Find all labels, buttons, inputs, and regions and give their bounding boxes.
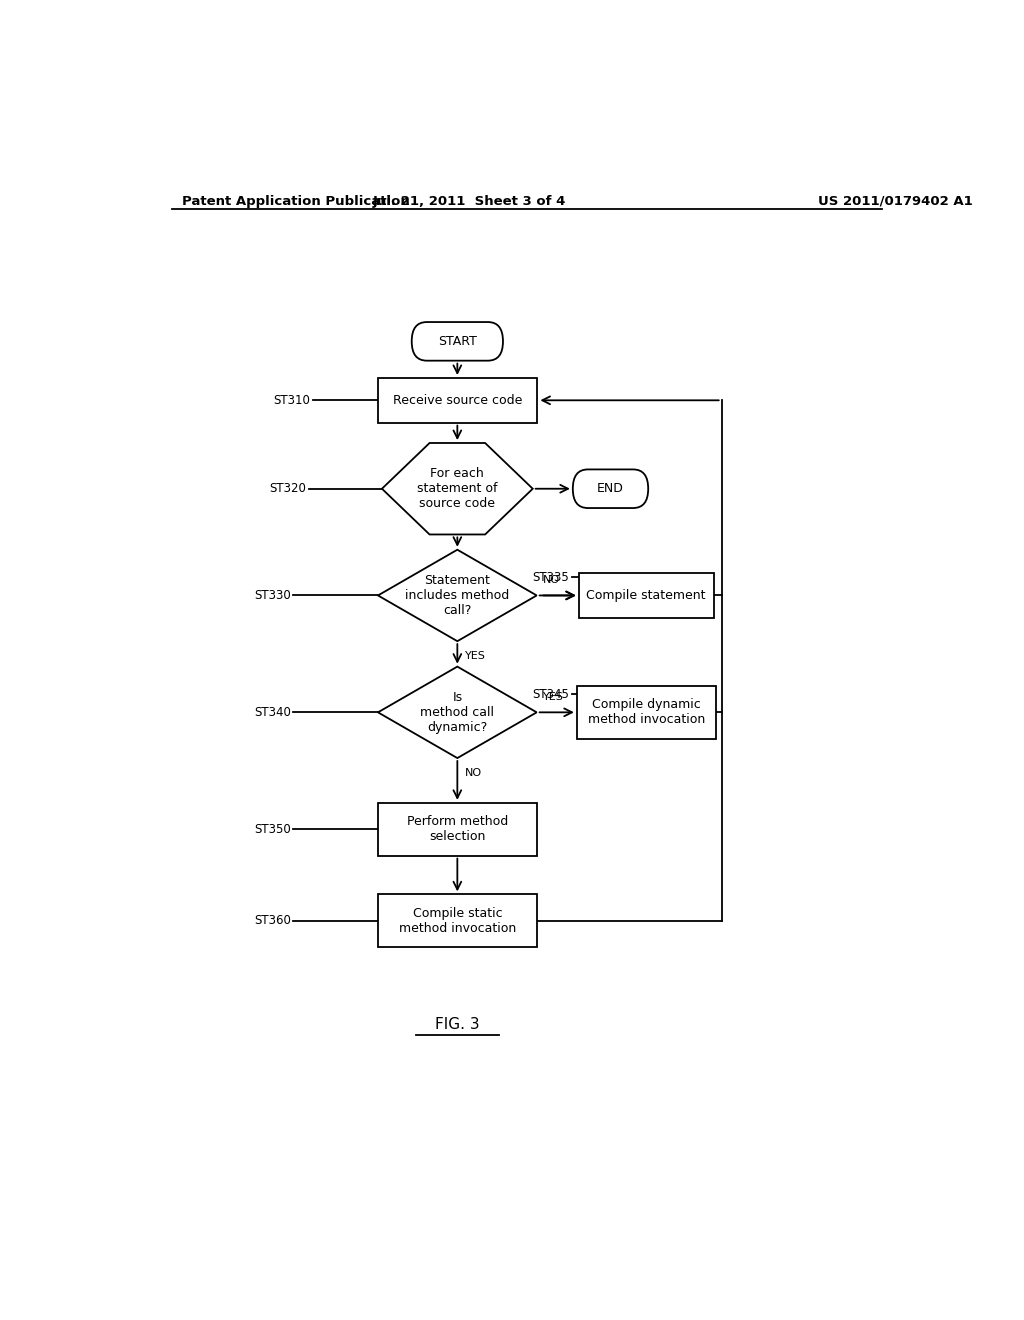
Bar xyxy=(579,573,714,618)
Text: ST335: ST335 xyxy=(532,570,569,583)
Text: START: START xyxy=(438,335,477,348)
Text: For each
statement of
source code: For each statement of source code xyxy=(417,467,498,511)
Text: NO: NO xyxy=(465,768,482,779)
Text: END: END xyxy=(597,482,624,495)
Text: ST345: ST345 xyxy=(532,688,569,701)
Text: ST350: ST350 xyxy=(254,822,291,836)
Polygon shape xyxy=(378,549,537,642)
Text: Compile static
method invocation: Compile static method invocation xyxy=(398,907,516,935)
Text: Compile dynamic
method invocation: Compile dynamic method invocation xyxy=(588,698,705,726)
Text: Is
method call
dynamic?: Is method call dynamic? xyxy=(420,690,495,734)
Bar xyxy=(378,894,537,948)
Polygon shape xyxy=(382,444,532,535)
Text: YES: YES xyxy=(465,651,486,661)
Text: ST310: ST310 xyxy=(273,393,310,407)
Bar xyxy=(378,378,537,422)
Text: Statement
includes method
call?: Statement includes method call? xyxy=(406,574,510,616)
Text: Compile statement: Compile statement xyxy=(587,589,706,602)
Text: YES: YES xyxy=(543,692,564,702)
Text: Receive source code: Receive source code xyxy=(392,393,522,407)
Bar xyxy=(378,803,537,855)
Text: Jul. 21, 2011  Sheet 3 of 4: Jul. 21, 2011 Sheet 3 of 4 xyxy=(373,194,566,207)
Text: US 2011/0179402 A1: US 2011/0179402 A1 xyxy=(818,194,973,207)
Bar xyxy=(577,686,716,739)
Text: Patent Application Publication: Patent Application Publication xyxy=(182,194,410,207)
FancyBboxPatch shape xyxy=(572,470,648,508)
Polygon shape xyxy=(378,667,537,758)
Text: ST360: ST360 xyxy=(254,915,291,927)
Text: NO: NO xyxy=(543,576,560,585)
Text: FIG. 3: FIG. 3 xyxy=(435,1016,479,1032)
FancyBboxPatch shape xyxy=(412,322,503,360)
Text: ST330: ST330 xyxy=(254,589,291,602)
Text: ST320: ST320 xyxy=(269,482,306,495)
Text: Perform method
selection: Perform method selection xyxy=(407,816,508,843)
Text: ST340: ST340 xyxy=(254,706,291,719)
